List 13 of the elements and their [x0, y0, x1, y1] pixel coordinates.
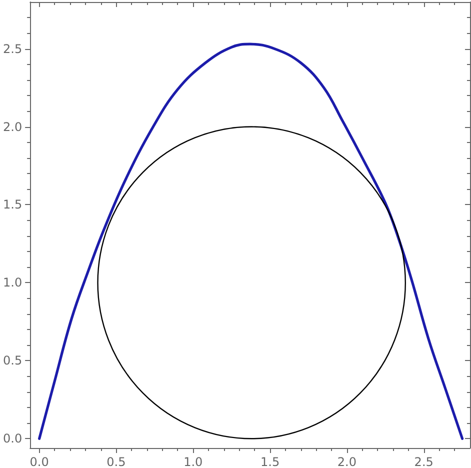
- x-tick-label: 1.0: [184, 455, 203, 468]
- line-series: [38, 42, 464, 440]
- y-tick-label: 0.0: [2, 432, 22, 446]
- x-tick-label: 2.5: [414, 455, 434, 468]
- y-tick-label: 1.5: [2, 198, 22, 212]
- y-tick-label: 2.5: [2, 42, 22, 56]
- y-tick-label: 2.0: [2, 120, 22, 134]
- x-tick-label: 1.5: [260, 455, 280, 468]
- y-tick-label: 0.5: [2, 354, 22, 368]
- x-tick-label: 2.0: [337, 455, 356, 468]
- x-tick-label: 0.5: [106, 455, 126, 468]
- x-tick-label: 0.0: [30, 455, 49, 468]
- y-tick-label: 1.0: [2, 276, 22, 290]
